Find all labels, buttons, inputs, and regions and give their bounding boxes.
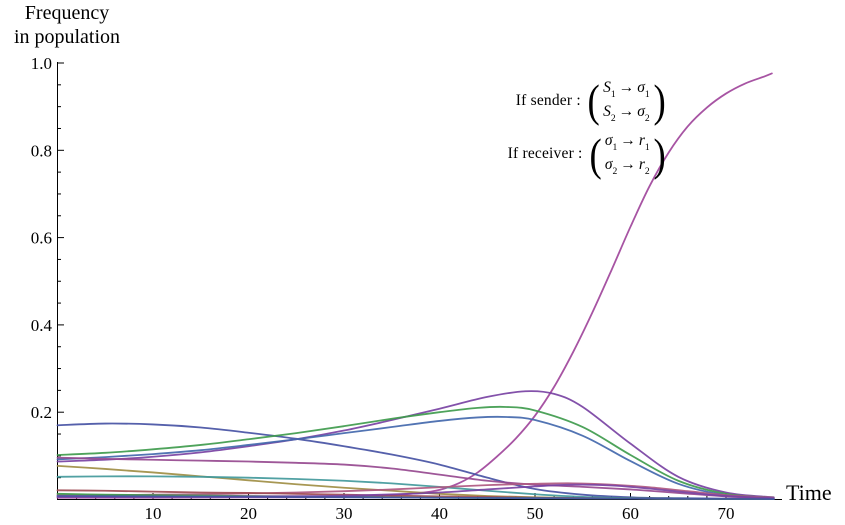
y-axis-title-line2: in population (13, 25, 121, 48)
right-paren: ) (653, 128, 666, 180)
x-tick-label: 10 (145, 504, 162, 523)
arrow-icon: → (620, 155, 636, 173)
arrow-icon: → (620, 132, 636, 150)
x-tick-label: 40 (431, 504, 448, 523)
strategy-annotation: If sender : ( S1 → σ1 S2 → σ2 ) If receiver … (508, 78, 667, 178)
sender-row-2: S2 → σ2 (603, 102, 650, 124)
receiver-row-1: σ1 → r1 (604, 132, 650, 154)
curve-steelblue-peak (56, 415, 775, 500)
y-tick-label: 0.4 (31, 316, 53, 335)
right-paren: ) (653, 75, 666, 127)
receiver-label: If receiver : (507, 145, 583, 163)
x-tick-label: 50 (527, 504, 544, 523)
sender-mapping: If sender : ( S1 → σ1 S2 → σ2 ) (516, 78, 667, 124)
axes (57, 62, 782, 500)
arrow-icon: → (618, 79, 635, 96)
receiver-matrix: σ1 → r1 σ2 → r2 (603, 131, 652, 177)
y-axis-title-line1: Frequency (24, 2, 110, 24)
y-tick-label: 0.2 (31, 403, 52, 422)
curve-indigo-declining (56, 422, 775, 500)
x-tick-label: 20 (240, 504, 257, 523)
x-tick-label: 60 (622, 504, 639, 523)
y-axis-title: Frequency in population (0, 2, 134, 49)
y-tick-label: 1.0 (31, 54, 52, 73)
y-tick-label: 0.8 (31, 141, 52, 160)
curve-green-peak (56, 405, 775, 499)
curve-rose-low-bump (56, 482, 775, 499)
sender-label: If sender : (515, 92, 581, 110)
curve-indigo-low (56, 495, 775, 500)
arrow-icon: → (618, 102, 635, 120)
receiver-row-2: σ2 → r2 (604, 155, 650, 177)
left-paren: ( (587, 75, 600, 127)
curve-violet-peak (56, 390, 775, 499)
sender-matrix: S1 → σ1 S2 → σ2 (601, 78, 652, 124)
curve-plum-declining (56, 456, 775, 500)
sender-row-1: S1 → σ1 (603, 79, 650, 101)
left-paren: ( (589, 128, 602, 180)
y-tick-label: 0.6 (31, 229, 52, 248)
x-tick-label: 70 (718, 504, 735, 523)
x-axis-title: Time (786, 480, 832, 505)
x-tick-label: 30 (336, 504, 353, 523)
receiver-mapping: If receiver : ( σ1 → r1 σ2 → r2 ) (508, 131, 667, 177)
